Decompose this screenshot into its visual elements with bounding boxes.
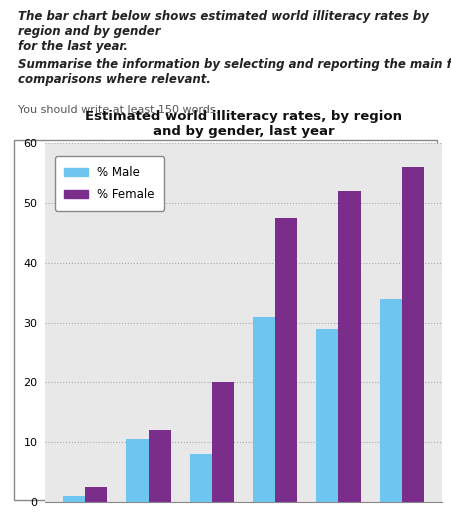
- Text: The bar chart below shows estimated world illiteracy rates by region and by gend: The bar chart below shows estimated worl…: [18, 10, 429, 53]
- Bar: [85, 487, 107, 502]
- Bar: [339, 191, 361, 502]
- Bar: [380, 298, 402, 502]
- Text: Summarise the information by selecting and reporting the main features, and make: Summarise the information by selecting a…: [18, 58, 451, 86]
- Bar: [316, 329, 339, 502]
- Bar: [190, 454, 212, 502]
- Bar: [253, 316, 275, 502]
- Bar: [275, 218, 297, 502]
- Bar: [126, 439, 148, 502]
- Bar: [148, 430, 171, 502]
- Legend: % Male, % Female: % Male, % Female: [55, 157, 165, 211]
- Bar: [63, 496, 85, 502]
- Title: Estimated world illiteracy rates, by region
and by gender, last year: Estimated world illiteracy rates, by reg…: [85, 110, 402, 138]
- Bar: [212, 382, 234, 502]
- Text: You should write at least 150 words.: You should write at least 150 words.: [18, 105, 219, 115]
- Bar: [402, 167, 424, 502]
